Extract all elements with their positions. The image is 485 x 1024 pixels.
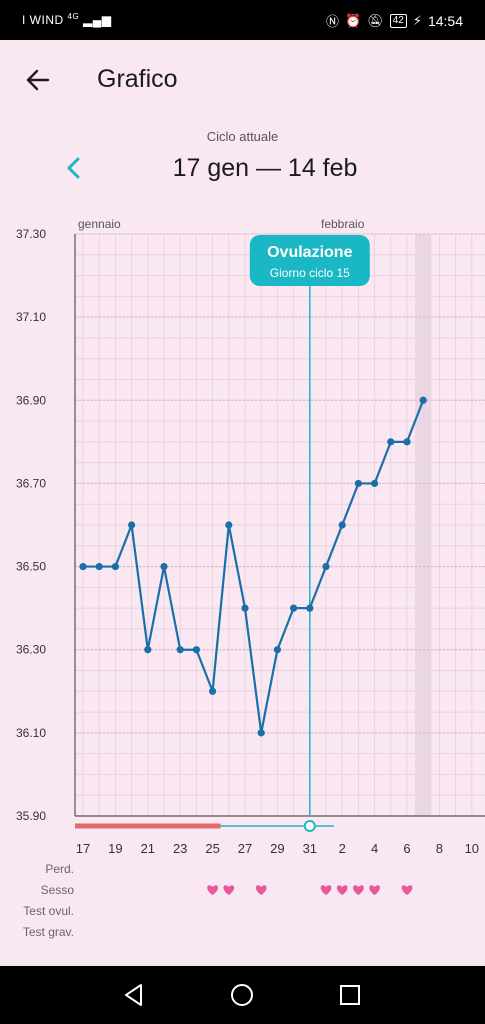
x-tick-label: 23 [173, 841, 187, 856]
x-tick-label: 21 [141, 841, 155, 856]
carrier-text: I WIND [22, 13, 64, 27]
app-header: Grafico [0, 40, 485, 120]
data-point[interactable] [128, 521, 136, 529]
square-recents-icon[interactable] [337, 982, 363, 1008]
row-label-pregnancy-test: Test grav. [22, 925, 74, 939]
x-tick-label: 2 [339, 841, 346, 856]
data-point[interactable] [257, 729, 265, 737]
network-type: 4G [67, 12, 80, 21]
y-tick-label: 37.30 [16, 227, 46, 241]
x-tick-label: 6 [403, 841, 410, 856]
signal-icon: ▂▄▆ [83, 13, 112, 27]
data-point[interactable] [290, 604, 298, 612]
y-tick-label: 36.10 [16, 726, 46, 740]
x-tick-label: 4 [371, 841, 378, 856]
alarm-icon: ⏰ [344, 12, 362, 28]
circle-home-icon[interactable] [229, 982, 255, 1008]
y-tick-label: 37.10 [16, 310, 46, 324]
chevron-left-icon[interactable] [60, 152, 88, 184]
x-tick-label: 27 [238, 841, 252, 856]
heart-icon [255, 885, 267, 895]
ovulation-badge[interactable] [249, 235, 370, 286]
data-point[interactable] [95, 562, 103, 571]
temperature-chart[interactable]: 37.30 37.10 36.90 36.70 36.50 36.30 36.10 35.90… [0, 205, 485, 905]
row-label-ovulation-test: Test ovul. [23, 904, 74, 918]
x-tick-label: 29 [270, 841, 284, 856]
x-tick-label: 19 [108, 841, 122, 856]
heart-icon [369, 885, 380, 895]
carrier-name: I WIND 4G ▂▄▆ [22, 12, 112, 27]
heart-icon [207, 885, 218, 895]
ovulation-badge-title: Ovulazione [267, 244, 352, 261]
page-title: Grafico [97, 65, 178, 93]
data-point[interactable] [387, 438, 395, 446]
y-tick-label: 36.90 [16, 393, 46, 407]
data-point[interactable] [192, 646, 200, 654]
data-point[interactable] [306, 604, 314, 612]
data-point[interactable] [144, 646, 152, 654]
data-point[interactable] [419, 396, 427, 404]
data-point[interactable] [322, 562, 330, 571]
system-nav-bar [0, 966, 485, 1024]
charging-icon: ⚡︎ [412, 12, 422, 28]
nfc-icon: Ⓝ [325, 14, 339, 29]
x-tick-label: 8 [436, 841, 443, 856]
row-label-sex: Sesso [40, 883, 74, 897]
x-tick-label: 10 [465, 841, 479, 856]
mute-icon: 🔕︎ [367, 12, 384, 28]
data-point[interactable] [111, 562, 119, 571]
status-bar: I WIND 4G ▂▄▆ Ⓝ ⏰ 🔕︎ 42 ⚡︎ 14:54 [0, 0, 485, 40]
data-point[interactable] [79, 562, 87, 571]
heart-icon [336, 885, 348, 895]
y-tick-label: 36.50 [16, 560, 46, 574]
temperature-line [83, 399, 425, 734]
data-point[interactable] [371, 479, 379, 488]
cycle-date-range: 17 gen — 14 feb [172, 154, 358, 182]
data-point[interactable] [225, 521, 233, 529]
row-label-period: Perd. [45, 862, 74, 876]
x-tick-label: 25 [205, 841, 219, 856]
y-tick-label: 36.30 [16, 643, 46, 657]
clock: 14:54 [427, 12, 463, 29]
cycle-caption: Ciclo attuale [206, 129, 279, 144]
x-tick-label: 31 [303, 841, 317, 856]
arrow-left-icon[interactable] [22, 64, 54, 96]
month-label: febbraio [321, 217, 365, 231]
status-icons: Ⓝ ⏰ 🔕︎ 42 ⚡︎ 14:54 [326, 11, 463, 30]
data-point[interactable] [354, 479, 362, 488]
triangle-back-icon[interactable] [121, 982, 147, 1008]
ovulation-marker [303, 820, 316, 832]
data-point[interactable] [176, 646, 184, 654]
y-tick-label: 36.70 [16, 476, 46, 490]
battery-icon: 42 [389, 13, 407, 28]
heart-icon [320, 885, 332, 895]
heart-icon [401, 885, 413, 895]
data-point[interactable] [209, 687, 217, 695]
heart-icon [223, 885, 235, 895]
ovulation-badge-subtitle: Giorno ciclo 15 [270, 266, 350, 280]
x-tick-label: 17 [76, 841, 90, 856]
data-point[interactable] [273, 646, 281, 654]
month-label: gennaio [78, 217, 121, 231]
data-point[interactable] [241, 604, 249, 612]
y-tick-label: 35.90 [16, 809, 46, 823]
data-point[interactable] [160, 562, 168, 571]
heart-icon [353, 885, 364, 895]
data-point[interactable] [338, 521, 346, 529]
data-point[interactable] [403, 438, 411, 446]
